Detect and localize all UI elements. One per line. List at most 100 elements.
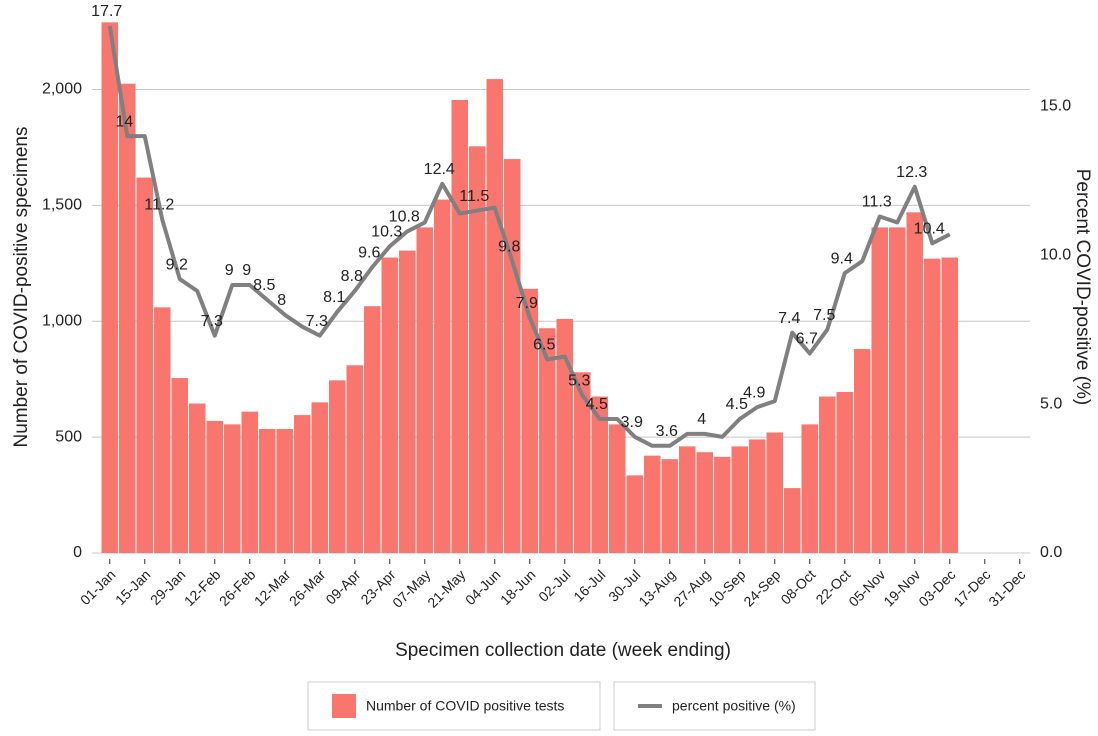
- value-label: 6.5: [533, 337, 555, 354]
- value-label: 12.3: [896, 164, 927, 181]
- x-tick-label: 24-Sep: [740, 566, 783, 609]
- bar: [119, 83, 136, 553]
- x-tick-label: 08-Oct: [777, 566, 818, 607]
- bar: [171, 378, 188, 553]
- x-tick-label: 27-Aug: [670, 566, 713, 609]
- value-label: 9: [225, 262, 234, 279]
- value-label: 7.5: [813, 307, 835, 324]
- value-label: 5.3: [568, 372, 590, 389]
- value-label: 7.3: [306, 313, 328, 330]
- y2-tick-label: 0.0: [1040, 544, 1062, 561]
- bar: [294, 415, 311, 553]
- y2-tick-label: 5.0: [1040, 395, 1062, 412]
- value-label: 8.1: [323, 289, 345, 306]
- x-tick-label: 18-Jun: [497, 566, 539, 608]
- bar: [504, 159, 521, 554]
- legend-box: [307, 681, 601, 731]
- y-tick-label: 500: [55, 428, 82, 445]
- bar: [889, 227, 906, 553]
- bar: [784, 488, 801, 553]
- value-label: 9.2: [166, 256, 188, 273]
- bar: [696, 452, 713, 553]
- bar: [714, 456, 731, 553]
- x-tick-label: 10-Sep: [705, 566, 748, 609]
- value-label: 10.8: [389, 209, 420, 226]
- bar: [416, 227, 433, 553]
- line: [107, 25, 951, 448]
- bar: [661, 459, 678, 553]
- x-tick-label: 21-May: [424, 566, 468, 610]
- x-tick-label: 13-Aug: [635, 566, 678, 609]
- bar: [924, 258, 941, 553]
- x-tick-label: 03-Dec: [915, 566, 958, 609]
- bar: [819, 396, 836, 553]
- bar: [434, 199, 451, 553]
- bar: [801, 424, 818, 553]
- y-tick-label: 1,000: [42, 312, 82, 329]
- value-label: 4.5: [586, 396, 608, 413]
- x-tick-label: 26-Mar: [286, 566, 329, 609]
- x-tick-label: 12-Feb: [181, 566, 224, 609]
- x-axis-title: Specimen collection date (week ending): [395, 640, 731, 661]
- x-tick-label: 01-Jan: [77, 566, 119, 608]
- bar: [364, 306, 381, 553]
- bar: [574, 372, 591, 553]
- value-label: 8: [277, 292, 286, 309]
- x-tick-label: 07-May: [389, 566, 433, 610]
- bar: [539, 328, 556, 553]
- bar: [224, 424, 241, 553]
- value-label: 17.7: [91, 3, 122, 20]
- bar: [766, 432, 783, 553]
- bar: [206, 420, 223, 553]
- bar: [749, 439, 766, 553]
- bar: [311, 402, 328, 553]
- x-tick-label: 26-Feb: [216, 566, 259, 609]
- legend-label: percent positive (%): [672, 698, 796, 714]
- value-label: 3.6: [656, 423, 678, 440]
- value-label: 10.4: [914, 221, 945, 238]
- bar: [521, 288, 538, 553]
- x-tick-label: 15-Jan: [112, 566, 154, 608]
- value-label: 11.5: [459, 188, 489, 205]
- bar: [626, 475, 643, 553]
- bar: [399, 250, 416, 553]
- bar: [941, 257, 958, 553]
- y-tick-label: 2,000: [42, 81, 82, 98]
- bar: [556, 318, 573, 553]
- bar: [609, 424, 626, 553]
- value-label: 7.4: [778, 310, 800, 327]
- bar: [381, 257, 398, 553]
- value-label: 11.2: [144, 197, 174, 214]
- value-label: 10.3: [371, 224, 402, 241]
- bar: [854, 349, 871, 553]
- bar: [591, 396, 608, 553]
- value-label: 7.3: [201, 313, 223, 330]
- x-tick-label: 17-Dec: [950, 566, 993, 609]
- value-label: 6.7: [796, 331, 818, 348]
- y-axis-title: Number of COVID-positive specimens: [11, 127, 32, 448]
- x-tick-label: 09-Apr: [322, 566, 363, 607]
- value-label: 12.4: [424, 161, 455, 178]
- x-tick-label: 16-Jul: [570, 566, 608, 604]
- value-label: 3.9: [621, 414, 643, 431]
- bar: [101, 22, 118, 554]
- x-tick-label: 19-Nov: [880, 566, 923, 609]
- y2-tick-label: 10.0: [1040, 246, 1071, 263]
- bar: [329, 380, 346, 553]
- bar: [871, 227, 888, 553]
- bar: [644, 455, 661, 553]
- x-tick-label: 04-Jun: [462, 566, 504, 608]
- legend-swatch: [332, 694, 356, 718]
- value-label: 9.4: [831, 250, 853, 267]
- bar: [241, 411, 258, 553]
- value-label: 4: [697, 411, 706, 428]
- bar: [276, 429, 293, 553]
- bar: [346, 365, 363, 553]
- x-tick-label: 02-Jul: [535, 566, 573, 604]
- value-label: 4.9: [743, 384, 765, 401]
- bar: [731, 446, 748, 553]
- y-tick-label: 0: [73, 544, 82, 561]
- y-tick-label: 1,500: [42, 197, 82, 214]
- x-tick-label: 12-Mar: [251, 566, 294, 609]
